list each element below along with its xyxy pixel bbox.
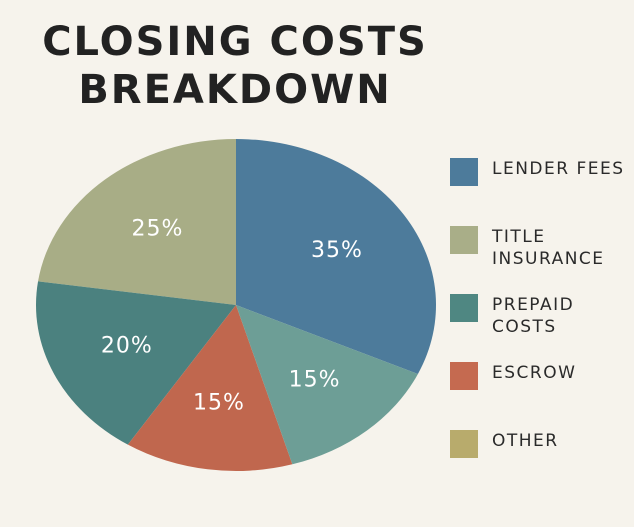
slice-label: 25%: [131, 217, 183, 242]
legend-label: PREPAID COSTS: [492, 295, 575, 337]
pie-slice: [38, 139, 237, 305]
slice-label: 15%: [289, 367, 341, 392]
legend-swatch: [450, 430, 478, 458]
legend-label: LENDER FEES: [492, 159, 625, 179]
legend-swatch: [450, 362, 478, 390]
legend-item: PREPAID COSTS: [450, 294, 632, 338]
pie-slice: [236, 305, 418, 465]
slice-label: 15%: [193, 391, 245, 416]
legend-item: ESCROW: [450, 362, 632, 390]
legend-label: ESCROW: [492, 363, 577, 383]
legend-label: TITLE INSURANCE: [492, 227, 605, 269]
slice-label: 35%: [311, 238, 363, 263]
legend-item: OTHER: [450, 430, 632, 458]
legend-label: OTHER: [492, 431, 559, 451]
slice-label: 20%: [101, 333, 153, 358]
legend-swatch: [450, 226, 478, 254]
pie-slice: [236, 139, 436, 374]
chart-title: CLOSING COSTS BREAKDOWN: [42, 19, 428, 113]
pie-slice: [127, 305, 293, 471]
legend-swatch: [450, 294, 478, 322]
legend-item: TITLE INSURANCE: [450, 226, 632, 270]
pie-slice: [36, 281, 237, 445]
legend-swatch: [450, 158, 478, 186]
legend-item: LENDER FEES: [450, 158, 632, 186]
